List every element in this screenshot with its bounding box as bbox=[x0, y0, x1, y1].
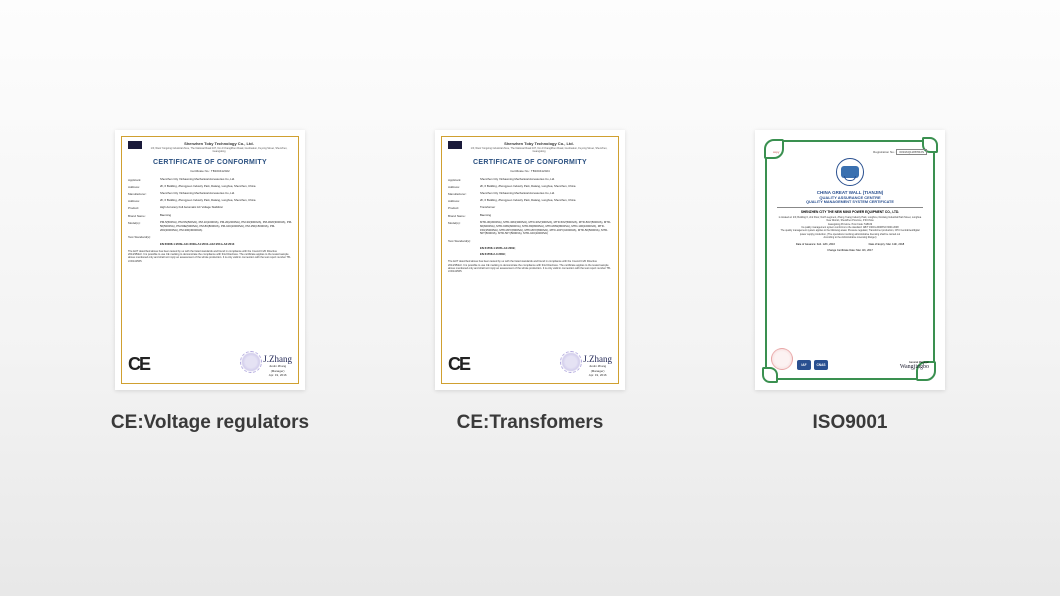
ce-mark-icon: CE bbox=[448, 352, 469, 377]
certificates-row: Shenzhen Toby Technology Co., Ltd. 1/F, … bbox=[0, 0, 1060, 434]
signature-icon: J.Zhang bbox=[583, 355, 612, 364]
issuer-logo bbox=[448, 141, 462, 149]
certificate-image-ce-voltage: Shenzhen Toby Technology Co., Ltd. 1/F, … bbox=[115, 130, 305, 390]
copy-label: copy bbox=[773, 150, 779, 154]
certificate-item: Shenzhen Toby Technology Co., Ltd. 1/F, … bbox=[90, 130, 330, 434]
registration-number: Registration No.: 00916Q11887R2S bbox=[873, 150, 927, 154]
ce-certificate-body: Shenzhen Toby Technology Co., Ltd. 1/F, … bbox=[441, 136, 619, 384]
signature-icon: J.Zhang bbox=[263, 355, 292, 364]
certificate-paragraph: The EUT described above has been tested … bbox=[128, 250, 292, 263]
certificate-paragraph: The EUT described above has been tested … bbox=[448, 260, 612, 273]
iso-body-text: is located at: 2/F, Building 6, 2nd Floo… bbox=[769, 216, 931, 240]
signature-block: J.Zhang Justin Zhang (Manager) Apr. 19, … bbox=[263, 355, 292, 377]
iso-certificate-body: copy Registration No.: 00916Q11887R2S CH… bbox=[761, 136, 939, 384]
iso-dates: Date of Issuance: Feb. 12th, 2016 Date o… bbox=[769, 243, 931, 246]
certificate-number: Certificate No.: TB160412022 bbox=[128, 169, 292, 173]
iso-heading-3: QUALITY MANAGEMENT SYSTEM CERTIFICATE bbox=[769, 200, 931, 204]
iso-logo-icon bbox=[836, 158, 864, 186]
signature-icon: Wangjingbo bbox=[900, 364, 929, 370]
stamp-icon bbox=[560, 351, 582, 373]
issuer-address: 1/F, West Yongxing Industrial Zone, The … bbox=[146, 147, 292, 154]
ce-mark-icon: CE bbox=[128, 352, 149, 377]
issuer-logo bbox=[128, 141, 142, 149]
signature-block: J.Zhang Justin Zhang (Manager) Apr. 19, … bbox=[583, 355, 612, 377]
certificate-image-iso9001: copy Registration No.: 00916Q11887R2S CH… bbox=[755, 130, 945, 390]
certificate-item: Shenzhen Toby Technology Co., Ltd. 1/F, … bbox=[410, 130, 650, 434]
ce-certificate-body: Shenzhen Toby Technology Co., Ltd. 1/F, … bbox=[121, 136, 299, 384]
issuer-address: 1/F, West Yongxing Industrial Zone, The … bbox=[466, 147, 612, 154]
iso-signature-block: General Manager Wangjingbo bbox=[900, 361, 929, 370]
iaf-badge-icon: IAF bbox=[797, 360, 811, 370]
certificate-caption: ISO9001 bbox=[813, 412, 888, 434]
certificate-caption: CE:Voltage regulators bbox=[111, 412, 309, 434]
cnas-badge-icon: CNAS bbox=[814, 360, 828, 370]
certificate-title: CERTIFICATE OF CONFORMITY bbox=[448, 158, 612, 168]
certificate-title: CERTIFICATE OF CONFORMITY bbox=[128, 158, 292, 168]
iso-company-name: SHENZHEN CITY THE NEW MING POWER EQUIPME… bbox=[769, 210, 931, 214]
certificate-number: Certificate No.: TB160412024 bbox=[448, 169, 612, 173]
accreditation-badges: IAF CNAS bbox=[797, 360, 828, 370]
certificate-image-ce-transformers: Shenzhen Toby Technology Co., Ltd. 1/F, … bbox=[435, 130, 625, 390]
certificate-caption: CE:Transfomers bbox=[457, 412, 604, 434]
stamp-icon bbox=[240, 351, 262, 373]
certificate-item: copy Registration No.: 00916Q11887R2S CH… bbox=[730, 130, 970, 434]
red-stamp-icon bbox=[771, 348, 793, 370]
